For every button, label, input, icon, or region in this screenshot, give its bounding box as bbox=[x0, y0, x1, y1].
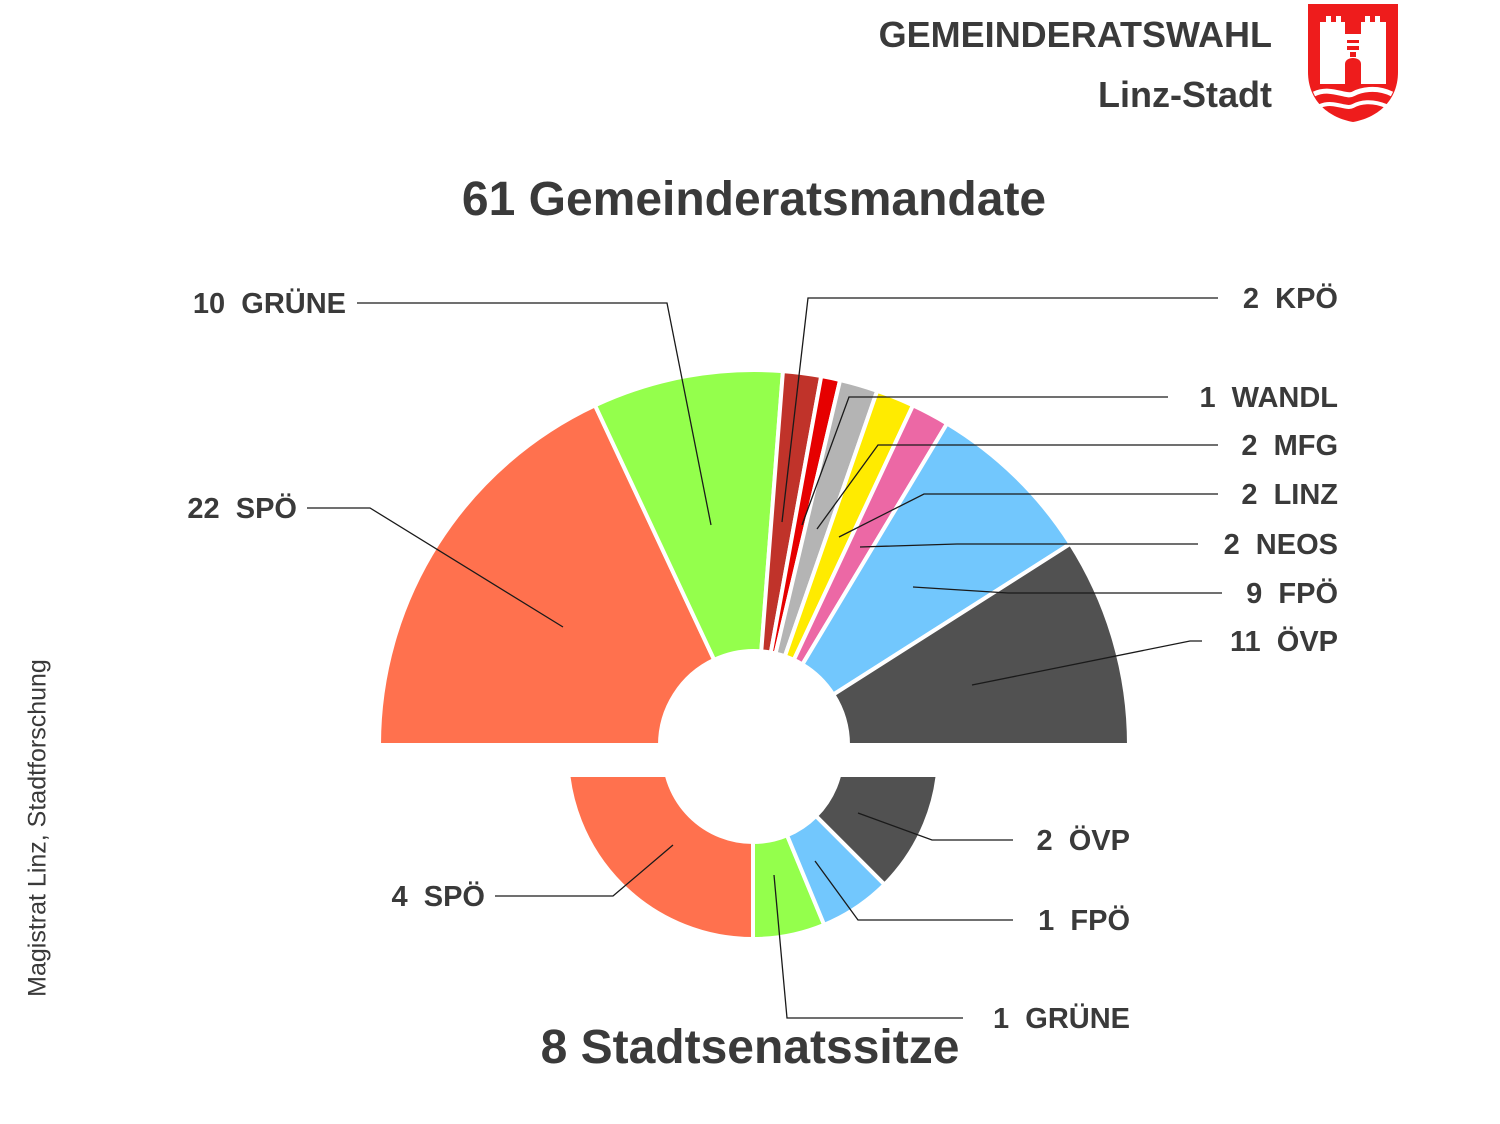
slice-fpö bbox=[800, 421, 1073, 697]
election-title: GEMEINDERATSWAHL bbox=[878, 14, 1272, 55]
slice-spö bbox=[377, 403, 717, 747]
slice-övp bbox=[813, 777, 940, 887]
leader-line bbox=[801, 396, 1168, 526]
leader-line bbox=[912, 586, 1222, 594]
slice-labels: 22 SPÖ 10 GRÜNE 2 KPÖ 1 WANDL 2 MFG 2 LINZ 2 N… bbox=[187, 282, 1338, 1035]
leader-line bbox=[781, 297, 1218, 523]
slice-label: 22 SPÖ bbox=[187, 492, 297, 525]
council-donut bbox=[377, 368, 1131, 747]
slice-label: 10 GRÜNE bbox=[193, 287, 346, 320]
slice-label: 2 NEOS bbox=[1224, 529, 1338, 561]
linz-coat-of-arms-icon bbox=[1308, 4, 1398, 122]
leader-line bbox=[859, 543, 1198, 548]
leader-line bbox=[307, 507, 564, 628]
slice-label: 1 FPÖ bbox=[1038, 904, 1130, 937]
senate-donut bbox=[566, 777, 940, 941]
slice-label: 1 WANDL bbox=[1199, 382, 1338, 414]
leader-line bbox=[971, 640, 1202, 686]
slice-label: 4 SPÖ bbox=[392, 880, 486, 913]
slice-label: 9 FPÖ bbox=[1246, 577, 1338, 610]
chart-title-council: 61 Gemeinderatsmandate bbox=[461, 173, 1047, 226]
slice-label: 2 LINZ bbox=[1241, 479, 1338, 511]
city-name: Linz-Stadt bbox=[1098, 74, 1272, 115]
leader-line bbox=[814, 860, 1013, 921]
leader-line bbox=[838, 493, 1218, 538]
slice-övp bbox=[831, 541, 1131, 747]
slice-label: 2 ÖVP bbox=[1037, 824, 1131, 857]
leader-line bbox=[773, 874, 963, 1019]
slice-grüne bbox=[593, 368, 785, 662]
leader-line bbox=[857, 812, 1013, 841]
chart-title-senate: 8 Stadtsenatssitze bbox=[540, 1021, 960, 1074]
leader-lines bbox=[307, 297, 1222, 1019]
slice-label: 1 GRÜNE bbox=[993, 1002, 1130, 1035]
leader-line bbox=[495, 844, 674, 897]
slice-label: 2 KPÖ bbox=[1243, 282, 1338, 315]
leader-line bbox=[357, 302, 712, 526]
slice-spö bbox=[566, 777, 755, 941]
slice-label: 2 MFG bbox=[1241, 430, 1338, 462]
slice-label: 11 ÖVP bbox=[1230, 625, 1338, 658]
leader-line bbox=[816, 444, 1218, 530]
